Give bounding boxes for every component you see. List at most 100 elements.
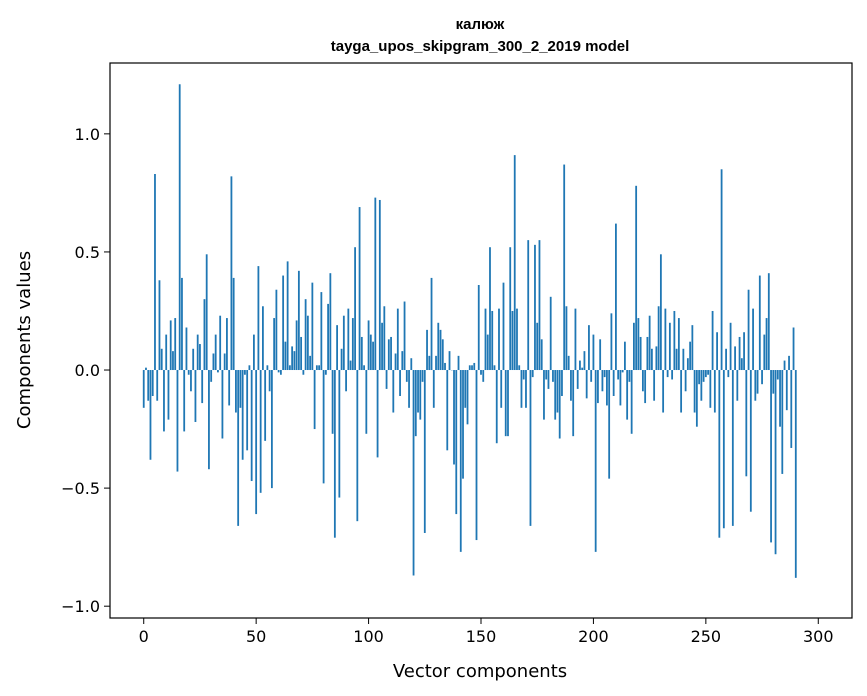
bar (304, 299, 307, 371)
y-tick-label: −0.5 (61, 479, 100, 498)
bar (421, 370, 424, 382)
bar (767, 273, 770, 371)
bar (237, 370, 240, 526)
bar (707, 370, 709, 375)
bar (576, 370, 579, 389)
bar (704, 370, 707, 378)
bar (333, 370, 336, 538)
bar (621, 370, 624, 373)
bar (210, 370, 213, 382)
bar (383, 306, 386, 371)
bar (790, 370, 793, 448)
bar (354, 247, 356, 371)
bar (435, 355, 437, 371)
bar (250, 370, 253, 482)
bar (624, 341, 626, 371)
bar (196, 334, 199, 371)
y-tick-label: 0.5 (75, 243, 100, 262)
bar (763, 334, 766, 371)
bar (740, 358, 743, 371)
bar (666, 370, 669, 378)
bar (387, 339, 390, 371)
bar (747, 289, 750, 371)
bar (351, 318, 354, 371)
bar (246, 370, 249, 451)
bar (205, 254, 208, 371)
bar (257, 266, 260, 371)
bar (731, 370, 734, 526)
bar (367, 320, 370, 371)
bar (794, 370, 797, 578)
bar (493, 365, 496, 371)
bar (185, 327, 188, 371)
bar (340, 348, 343, 371)
y-axis-ticks: −1.0 −0.5 0.0 0.5 1.0 (61, 125, 110, 616)
bar (403, 301, 406, 371)
bar (646, 336, 649, 371)
bar (612, 370, 615, 396)
bar (752, 308, 754, 371)
bar (507, 370, 509, 437)
bar (785, 370, 788, 411)
bar (529, 370, 532, 526)
bar (480, 370, 482, 375)
bar (693, 370, 696, 413)
bar (554, 370, 557, 420)
bar (583, 351, 586, 371)
x-tick-label: 200 (578, 627, 609, 646)
bar (219, 315, 222, 371)
bar (522, 370, 525, 380)
bar (259, 370, 262, 493)
bar (700, 370, 703, 401)
bar (336, 325, 338, 371)
bar (376, 370, 379, 458)
bar (639, 336, 642, 371)
bar (754, 370, 757, 401)
bar (558, 370, 561, 439)
bar (606, 370, 608, 406)
bar (284, 341, 287, 371)
bar (630, 370, 633, 434)
bar (549, 296, 552, 371)
bar (567, 355, 570, 371)
bar (167, 370, 170, 420)
bar (608, 370, 611, 479)
x-axis-ticks: 0 50 100 150 200 250 300 (139, 618, 834, 646)
bar (322, 370, 325, 484)
bar (615, 223, 617, 371)
bar (255, 370, 258, 515)
bar (414, 370, 417, 437)
bar (174, 318, 177, 371)
bar (264, 370, 267, 441)
bar (423, 370, 426, 533)
bar (486, 334, 489, 371)
bar (297, 270, 300, 371)
bar (531, 370, 534, 378)
bar (230, 176, 233, 371)
bar (597, 370, 599, 404)
bar (300, 336, 303, 371)
bar (680, 370, 683, 413)
y-tick-label: 1.0 (75, 125, 100, 144)
bar (552, 370, 554, 382)
bar (282, 275, 285, 371)
chart-title: калюж (456, 16, 505, 33)
bar (500, 370, 503, 408)
bar (405, 370, 408, 382)
bar (466, 370, 469, 425)
bar (765, 318, 768, 371)
bar (502, 282, 505, 371)
bar (648, 315, 651, 371)
bar (574, 308, 577, 371)
bar (774, 370, 777, 555)
bar (417, 370, 419, 413)
bar (673, 310, 676, 371)
bar (716, 332, 718, 371)
bar (214, 334, 217, 371)
bar (772, 370, 775, 394)
bar (547, 370, 550, 389)
bar (792, 327, 795, 371)
bar (668, 322, 671, 371)
bar (761, 370, 763, 385)
bar (561, 370, 563, 396)
